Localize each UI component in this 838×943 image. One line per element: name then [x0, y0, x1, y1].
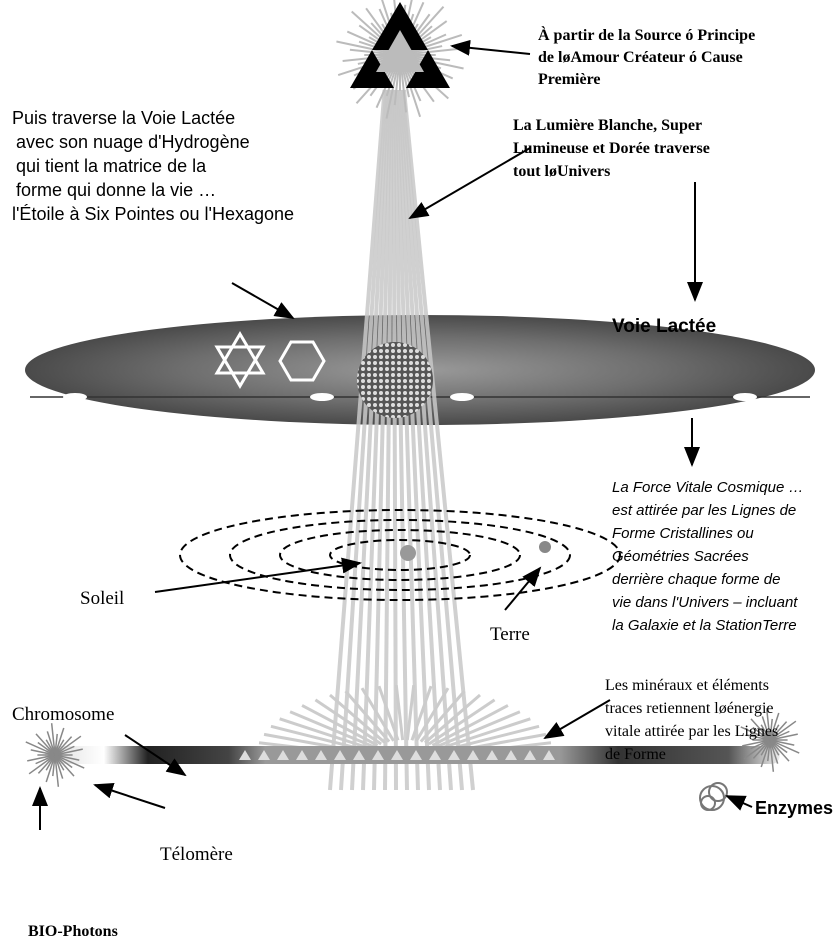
label-line: forme qui donne la vie … — [16, 180, 216, 200]
crystal-sphere — [357, 342, 433, 418]
label-line: Les minéraux et éléments — [605, 677, 769, 694]
label-line: Soleil — [80, 588, 124, 609]
earth — [539, 541, 551, 553]
label-line: À partir de la Source ó Principe — [538, 25, 755, 44]
label-line: est attirée par les Lignes de — [612, 502, 796, 519]
label-line: La Force Vitale Cosmique … — [612, 479, 803, 496]
label-line: Télomère — [160, 844, 233, 865]
label-line: Voie Lactée — [612, 316, 716, 337]
label-line: tout løUnivers — [513, 163, 610, 180]
label-line: BIO-Photons — [28, 923, 118, 940]
label-line: Enzymes — [755, 798, 833, 818]
label-line: Puis traverse la Voie Lactée — [12, 108, 235, 128]
diagram: À partir de la Source ó Principe de løAmo… — [0, 0, 838, 943]
label-line: de Forme — [605, 746, 666, 763]
label-line: Forme Cristallines ou — [612, 525, 754, 542]
label-line: Première — [538, 71, 600, 88]
label-line: Géométries Sacrées — [612, 548, 749, 565]
sun — [400, 545, 416, 561]
label-line: l'Étoile à Six Pointes ou l'Hexagone — [12, 204, 294, 224]
label-line: derrière chaque forme de — [612, 571, 780, 588]
label-line: Lumineuse et Dorée traverse — [513, 140, 710, 157]
light-ray — [341, 90, 386, 790]
label-line: Chromosome — [12, 704, 114, 725]
light-rays — [255, 90, 555, 790]
label-line: traces retiennent løénergie — [605, 700, 774, 717]
orbits — [180, 510, 620, 600]
label-line: avec son nuage d'Hydrogène — [16, 132, 250, 152]
label-line: de løAmour Créateur ó Cause — [538, 49, 743, 66]
label-line: La Lumière Blanche, Super — [513, 117, 702, 134]
label-line: qui tient la matrice de la — [16, 156, 207, 176]
label-line: la Galaxie et la StationTerre — [612, 617, 797, 634]
label-line: vie dans l'Univers – incluant — [612, 594, 798, 611]
label-line: Terre — [490, 624, 530, 645]
enzyme — [700, 783, 727, 810]
light-ray — [407, 685, 413, 740]
label-line: vitale attirée par les Lignes — [605, 723, 778, 740]
